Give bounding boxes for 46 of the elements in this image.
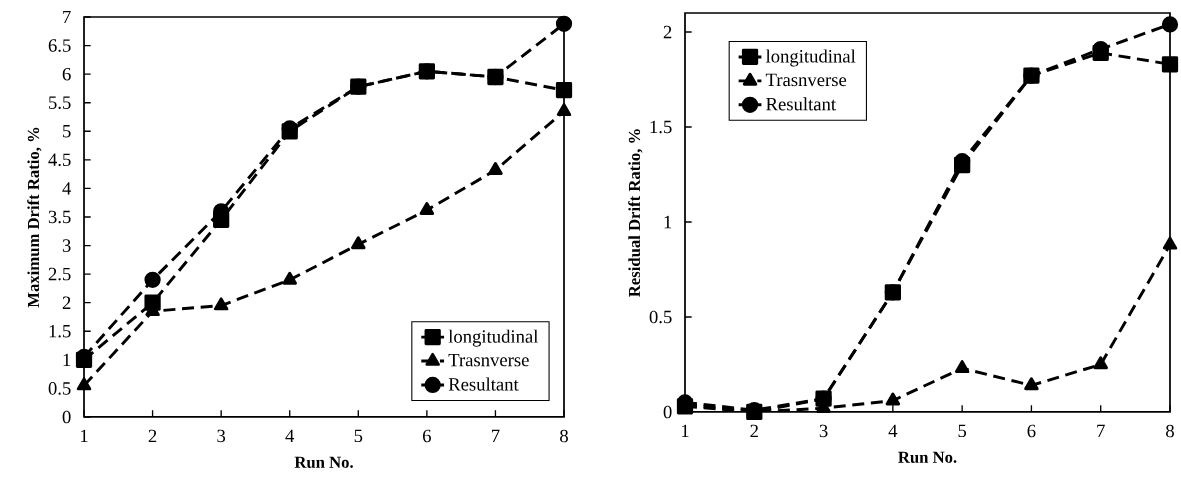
x-tick-label: 5 bbox=[958, 424, 967, 438]
legend-label: Resultant bbox=[448, 377, 519, 391]
y-tick-label: 7 bbox=[63, 10, 71, 24]
y-tick-label: 1.5 bbox=[650, 120, 672, 134]
legend-label: Trasnverse bbox=[448, 353, 529, 367]
x-tick-label: 3 bbox=[819, 424, 828, 438]
y-tick-label: 1 bbox=[63, 353, 71, 367]
legend-label: longitudinal bbox=[448, 329, 539, 347]
x-tick-label: 1 bbox=[681, 424, 689, 438]
y-tick-label: 0 bbox=[62, 410, 71, 424]
y-tick-label: 5 bbox=[63, 125, 71, 138]
y-axis-title: Maximum Drift Ratio, % bbox=[27, 127, 42, 308]
y-tick-label: 2.5 bbox=[48, 267, 71, 281]
x-axis-title: Run No. bbox=[898, 451, 957, 463]
x-tick-label: 6 bbox=[422, 429, 431, 443]
y-tick-label: 0.5 bbox=[649, 310, 672, 324]
y-tick-label: 3.5 bbox=[48, 210, 71, 224]
y-tick-label: 0.5 bbox=[48, 382, 71, 395]
x-tick-label: 7 bbox=[1097, 424, 1105, 437]
x-tick-label: 2 bbox=[148, 429, 157, 443]
y-axis-title: Residual Drift Ratio, % bbox=[628, 129, 643, 297]
y-tick-label: 5.5 bbox=[49, 96, 71, 109]
y-tick-label: 1 bbox=[664, 215, 672, 229]
legend-label: Trasnverse bbox=[765, 73, 847, 87]
x-tick-label: 2 bbox=[750, 424, 758, 438]
y-tick-label: 6.5 bbox=[48, 39, 71, 52]
x-tick-label: 4 bbox=[888, 424, 898, 437]
x-axis-title: Run No. bbox=[294, 456, 353, 468]
y-tick-label: 2 bbox=[62, 296, 71, 309]
y-tick-label: 4.5 bbox=[48, 153, 71, 167]
x-tick-label: 5 bbox=[354, 429, 363, 443]
y-tick-label: 1.5 bbox=[49, 324, 71, 338]
legend-label: longitudinal bbox=[765, 49, 856, 67]
x-tick-label: 1 bbox=[80, 429, 88, 443]
x-tick-label: 8 bbox=[560, 429, 568, 443]
y-tick-label: 4 bbox=[62, 182, 72, 195]
y-tick-label: 6 bbox=[62, 67, 71, 81]
x-tick-label: 3 bbox=[217, 429, 226, 443]
x-tick-label: 6 bbox=[1027, 424, 1036, 438]
y-tick-label: 0 bbox=[663, 405, 672, 419]
legend-label: Resultant bbox=[766, 97, 836, 111]
x-tick-label: 7 bbox=[492, 429, 500, 442]
y-tick-label: 2 bbox=[663, 25, 672, 39]
y-tick-label: 3 bbox=[62, 239, 71, 252]
x-tick-label: 4 bbox=[285, 429, 295, 442]
x-tick-label: 8 bbox=[1166, 424, 1174, 438]
